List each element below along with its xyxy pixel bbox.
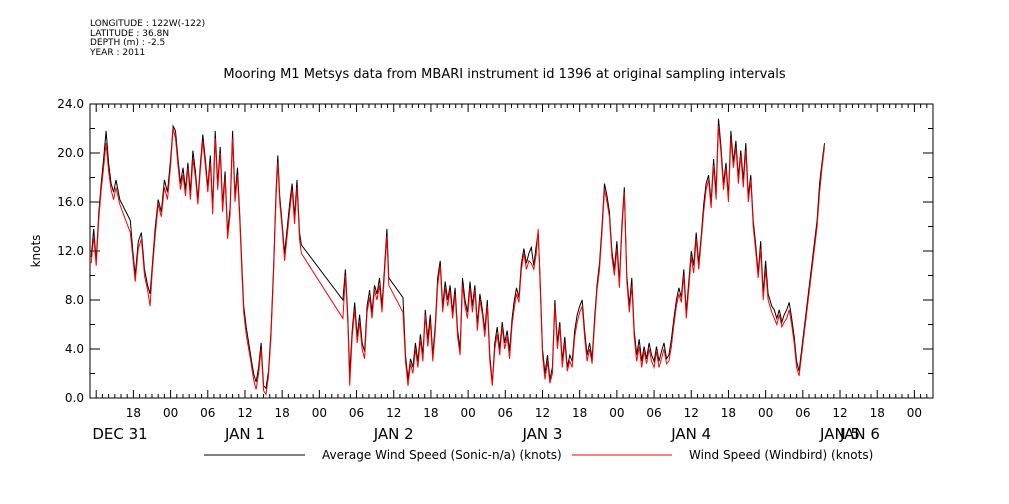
chart-title: Mooring M1 Metsys data from MBARI instru… <box>223 67 786 82</box>
x-tick-label: 12 <box>832 406 847 420</box>
longitude-label: LONGITUDE : 122W(-122) <box>90 19 206 29</box>
y-tick-label: 24.0 <box>57 97 84 111</box>
y-tick-label: 0.0 <box>65 391 84 405</box>
legend: Average Wind Speed (Sonic-n/a) (knots) W… <box>204 448 873 462</box>
x-tick-label: 00 <box>609 406 624 420</box>
x-tick-label: 18 <box>870 406 885 420</box>
x-tick-label: 06 <box>795 406 810 420</box>
x-date-label: JAN 3 <box>522 425 563 443</box>
x-tick-label: 06 <box>200 406 215 420</box>
x-tick-label: 00 <box>312 406 327 420</box>
depth-label: DEPTH (m) : -2.5 <box>90 38 166 48</box>
x-tick-label: 06 <box>646 406 661 420</box>
x-date-label: JAN 2 <box>373 425 414 443</box>
x-tick-label: 18 <box>126 406 141 420</box>
x-date-label: DEC 31 <box>92 425 147 443</box>
x-tick-label: 00 <box>163 406 178 420</box>
y-tick-label: 12.0 <box>57 244 84 258</box>
legend-label-windbird: Wind Speed (Windbird) (knots) <box>689 448 873 462</box>
metadata-block: LONGITUDE : 122W(-122) LATITUDE : 36.8N … <box>90 19 206 58</box>
y-axis: 0.0 4.0 8.0 12.0 16.0 20.0 24.0 <box>57 97 933 405</box>
x-tick-label: 18 <box>275 406 290 420</box>
x-tick-label: 18 <box>721 406 736 420</box>
x-date-label: JAN 1 <box>224 425 265 443</box>
x-axis: 18 00 06 12 18 00 06 12 18 00 06 12 18 00 06 12 18 00 06 12… <box>89 104 934 443</box>
x-date-label: JAN 4 <box>670 425 711 443</box>
x-tick-label: 18 <box>423 406 438 420</box>
y-tick-label: 20.0 <box>57 146 84 160</box>
legend-label-sonic: Average Wind Speed (Sonic-n/a) (knots) <box>322 448 562 462</box>
latitude-label: LATITUDE : 36.8N <box>90 28 170 39</box>
x-tick-label: 12 <box>535 406 550 420</box>
year-label: YEAR : 2011 <box>90 47 146 58</box>
y-axis-label: knots <box>29 235 43 268</box>
x-tick-label: 12 <box>386 406 401 420</box>
x-tick-label: 12 <box>237 406 252 420</box>
x-tick-label: 06 <box>349 406 364 420</box>
x-tick-label: 00 <box>758 406 773 420</box>
y-tick-label: 8.0 <box>65 293 84 307</box>
y-tick-label: 16.0 <box>57 195 84 209</box>
x-tick-label: 00 <box>460 406 475 420</box>
x-tick-label: 00 <box>907 406 922 420</box>
x-tick-label: 12 <box>684 406 699 420</box>
y-tick-label: 4.0 <box>65 342 84 356</box>
x-tick-label: 18 <box>572 406 587 420</box>
x-tick-label: 06 <box>498 406 513 420</box>
series-line-windbird <box>90 126 825 396</box>
series-lines <box>90 118 825 396</box>
x-date-label: JAN 6 <box>839 425 880 443</box>
x-date-label: JAN 5 <box>819 425 860 443</box>
